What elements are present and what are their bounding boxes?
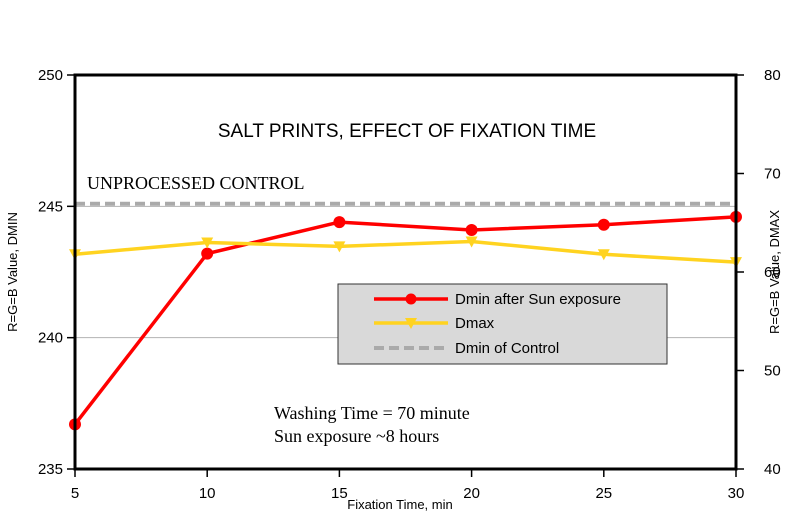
tick-layer: 235 240 245 250 40 50 60 70 80 5 10 15 20 25 30	[38, 67, 781, 502]
legend-label-dmax: Dmax	[455, 315, 495, 332]
legend: Dmin after Sun exposure Dmax Dmin of Con…	[337, 283, 668, 365]
x-tick-label: 20	[463, 485, 480, 502]
point-dmin-after-sun-exposure-20	[465, 223, 478, 236]
x-tick-label: 15	[331, 485, 348, 502]
x-tick-label: 30	[728, 485, 745, 502]
point-dmax-10	[201, 237, 214, 249]
point-dmin-after-sun-exposure-25	[597, 218, 610, 231]
point-dmin-after-sun-exposure-15	[333, 216, 346, 229]
y-right-tick-label: 70	[764, 166, 781, 183]
series-line-dmin-after-sun-exposure	[73, 215, 737, 426]
annotation-washing-time: Washing Time = 70 minute	[274, 403, 470, 423]
x-tick-label: 25	[595, 485, 612, 502]
chart-title: SALT PRINTS, EFFECT OF FIXATION TIME	[218, 121, 596, 142]
annotation-unprocessed-control: UNPROCESSED CONTROL	[87, 173, 305, 193]
series-line-dmax	[74, 239, 737, 264]
legend-label-dmin-sun: Dmin after Sun exposure	[455, 291, 621, 308]
y-left-tick-label: 235	[38, 461, 63, 478]
y-left-tick-label: 245	[38, 198, 63, 215]
x-tick-label: 5	[71, 485, 79, 502]
y-right-tick-label: 50	[764, 363, 781, 380]
point-dmax-20	[465, 236, 478, 248]
y-right-tick-label: 60	[764, 264, 781, 281]
x-tick-label: 10	[199, 485, 216, 502]
point-dmax-15	[333, 241, 346, 253]
legend-marker-dmax	[405, 318, 417, 329]
y-right-tick-label: 80	[764, 67, 781, 84]
point-dmin-after-sun-exposure-10	[201, 247, 214, 260]
point-dmax-25	[597, 249, 610, 261]
x-axis-label: Fixation Time, min	[347, 497, 452, 512]
y-left-tick-label: 250	[38, 67, 63, 84]
y-axis-label-right: R=G=B Value, DMAX	[767, 210, 782, 334]
y-axis-label-left: R=G=B Value, DMIN	[5, 212, 20, 332]
legend-marker-dmin-sun	[405, 293, 417, 305]
annotation-sun-exposure: Sun exposure ~8 hours	[274, 426, 439, 446]
y-left-tick-label: 240	[38, 330, 63, 347]
legend-label-dmin-control: Dmin of Control	[455, 340, 559, 357]
y-right-tick-label: 40	[764, 461, 781, 478]
